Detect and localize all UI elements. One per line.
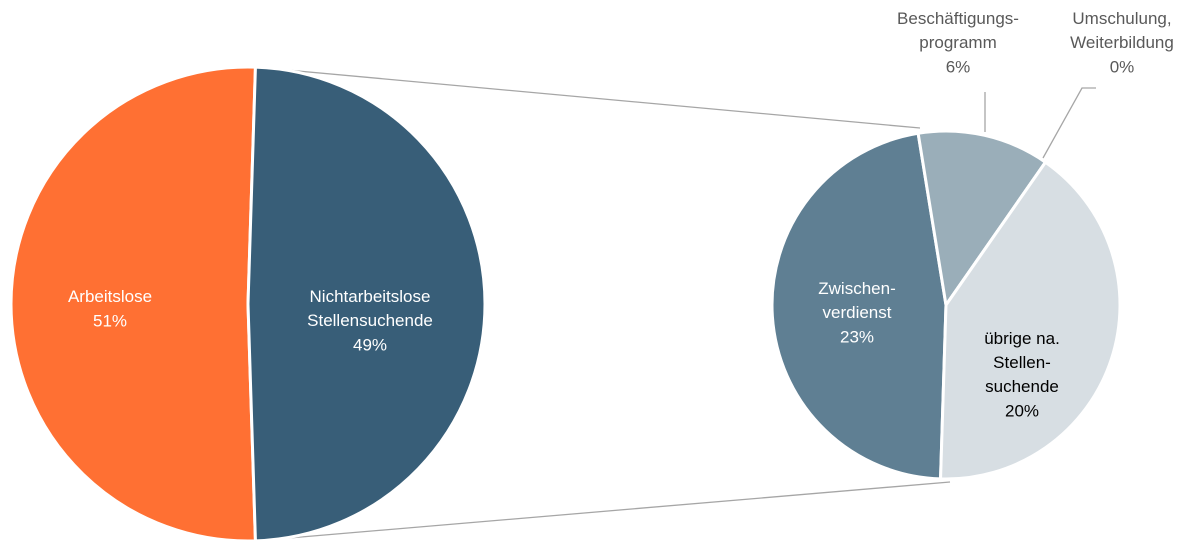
connector-line (255, 481, 951, 542)
label-line: Stellensuchende (307, 311, 433, 330)
label-line: Umschulung, (1072, 9, 1171, 28)
label-line: Arbeitslose (68, 287, 152, 306)
leader-line (1042, 87, 1096, 159)
slice-label: Nichtarbeitslose Stellensuchende (307, 287, 433, 330)
slice-label: Arbeitslose (68, 287, 152, 306)
label-line: Weiterbildung (1070, 33, 1174, 52)
slice-label: Zwischen-verdienst (818, 279, 895, 322)
slice-label: Umschulung, Weiterbildung (1070, 9, 1174, 52)
pie-slice (770, 131, 948, 481)
value-label: 6% (946, 57, 971, 76)
label-line: Beschäftigungs- (897, 9, 1019, 28)
value-label: 20% (1005, 401, 1039, 420)
label-line: verdienst (823, 303, 892, 322)
slice-label: übrige na. Stellen-suchende (984, 329, 1060, 396)
pie-slice (9, 65, 257, 542)
value-label: 49% (353, 335, 387, 354)
slice-label: Beschäftigungs-programm (897, 9, 1019, 52)
pie-slice (916, 129, 1048, 309)
value-label: 23% (840, 327, 874, 346)
pie-slice (938, 160, 1122, 481)
label-line: Stellen- (993, 353, 1051, 372)
label-line: suchende (985, 377, 1059, 396)
value-label: 51% (93, 311, 127, 330)
value-label: 0% (1110, 57, 1135, 76)
pie-slice (246, 65, 487, 542)
label-line: Zwischen- (818, 279, 895, 298)
label-line: Nichtarbeitslose (310, 287, 431, 306)
connector-line (255, 66, 921, 129)
label-line: programm (919, 33, 996, 52)
label-line: übrige na. (984, 329, 1060, 348)
